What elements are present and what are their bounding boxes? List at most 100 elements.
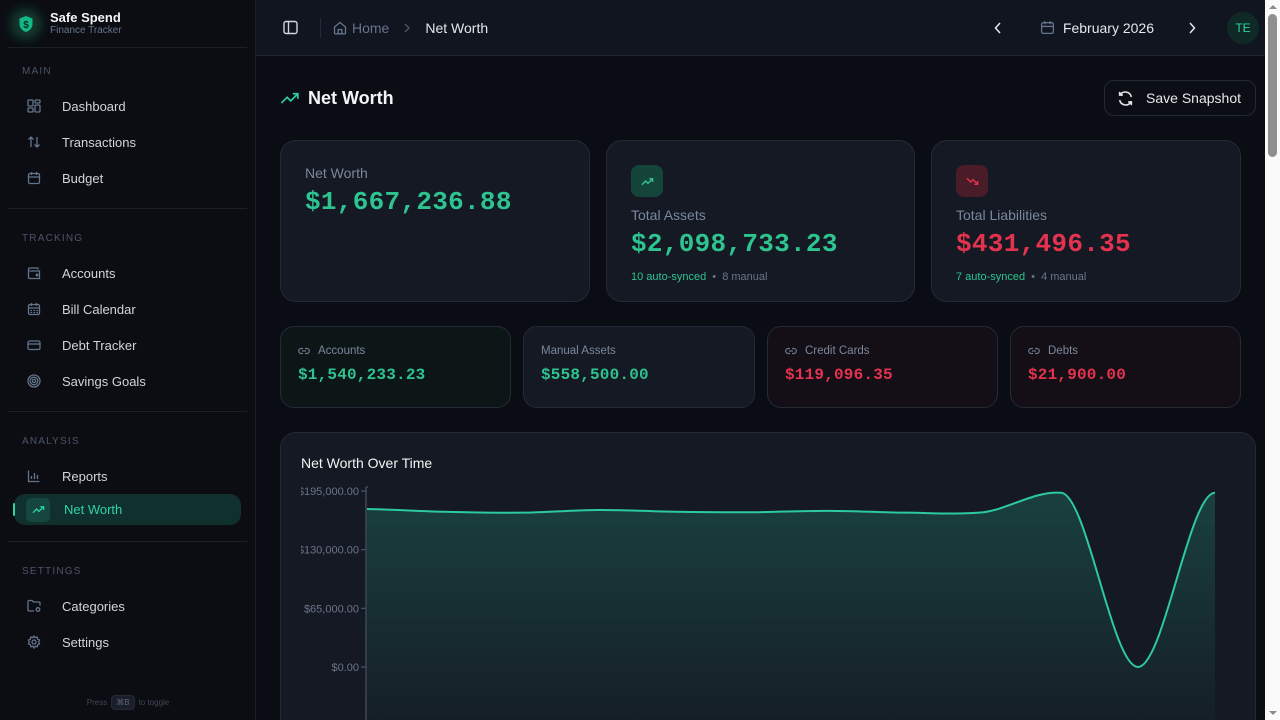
scrollbar-thumb[interactable] xyxy=(1268,14,1277,157)
auto-synced-count: 10 auto-synced xyxy=(631,271,707,283)
manual-assets-value: $558,500.00 xyxy=(541,366,649,384)
credit-cards-value: $119,096.35 xyxy=(785,366,893,384)
mini-label: Manual Assets xyxy=(541,345,737,357)
sidebar-item-label: Transactions xyxy=(62,134,136,150)
sidebar-item-savings-goals[interactable]: Savings Goals xyxy=(8,363,247,399)
chart-area-fill xyxy=(367,492,1215,720)
toggle-hint-suffix: to toggle xyxy=(138,698,170,707)
layout-grid-icon xyxy=(26,98,42,114)
sidebar-item-label: Reports xyxy=(62,468,108,484)
link-icon xyxy=(1028,347,1040,355)
scroll-up-arrow-icon[interactable] xyxy=(1269,5,1277,9)
divider xyxy=(320,17,321,38)
save-snapshot-label: Save Snapshot xyxy=(1146,90,1241,106)
sidebar-item-settings[interactable]: Settings xyxy=(8,624,247,660)
total-liabilities-card: Total Liabilities $431,496.35 7 auto-syn… xyxy=(931,140,1241,302)
nav-section-main: MAIN Dashboard Transactions Budget xyxy=(8,48,247,209)
mini-label-text: Manual Assets xyxy=(541,345,616,357)
net-worth-card: Net Worth $1,667,236.88 xyxy=(280,140,590,302)
net-worth-area-chart[interactable]: $195,000.00 $130,000.00 $65,000.00 $0.00 xyxy=(281,433,1241,720)
y-tick-label: $195,000.00 xyxy=(298,486,359,498)
svg-text:$: $ xyxy=(23,20,29,31)
sidebar-item-label: Accounts xyxy=(62,265,116,281)
sidebar-item-label: Settings xyxy=(62,634,109,650)
y-tick-label: $0.00 xyxy=(331,662,359,674)
sidebar-item-label: Categories xyxy=(62,598,125,614)
chevron-right-icon xyxy=(1189,21,1196,34)
sidebar-item-transactions[interactable]: Transactions xyxy=(8,124,247,160)
mini-label-text: Debts xyxy=(1048,345,1079,357)
credit-cards-breakdown-card: Credit Cards $119,096.35 xyxy=(767,326,998,408)
sidebar-item-label: Net Worth xyxy=(64,502,123,517)
page-title-text: Net Worth xyxy=(308,87,394,108)
main-area: Home Net Worth February 2026 xyxy=(256,0,1280,720)
chevron-right-icon xyxy=(403,23,411,33)
section-label: ANALYSIS xyxy=(22,436,80,447)
sidebar-item-label: Budget xyxy=(62,170,104,186)
sidebar-item-budget[interactable]: Budget xyxy=(8,160,247,196)
brand-subtitle: Finance Tracker xyxy=(50,25,122,36)
breadcrumb-home-link[interactable]: Home xyxy=(333,20,389,36)
sidebar-item-categories[interactable]: Categories xyxy=(8,588,247,624)
sidebar-item-net-worth[interactable]: Net Worth xyxy=(13,494,241,525)
y-tick-label: $130,000.00 xyxy=(298,545,359,557)
section-label: MAIN xyxy=(22,66,52,77)
brand[interactable]: $ Safe Spend Finance Tracker xyxy=(8,0,247,48)
mini-label-text: Credit Cards xyxy=(805,345,870,357)
current-month: February 2026 xyxy=(1062,19,1154,36)
separator: • xyxy=(1031,271,1036,283)
card-label: Total Liabilities xyxy=(956,207,1048,223)
liabilities-meta: 7 auto-synced • 4 manual xyxy=(956,271,1216,283)
panel-left-icon xyxy=(282,20,298,35)
auto-synced-count: 7 auto-synced xyxy=(956,271,1026,283)
calendar-icon xyxy=(26,170,42,186)
summary-cards: Net Worth $1,667,236.88 Total Assets $2,… xyxy=(280,140,1256,302)
user-avatar[interactable]: TE xyxy=(1227,11,1259,44)
nav-section-settings: SETTINGS Categories Settings xyxy=(0,542,255,660)
brand-name: Safe Spend xyxy=(50,10,121,25)
accounts-value: $1,540,233.23 xyxy=(298,366,426,384)
page-title: Net Worth xyxy=(280,88,394,109)
y-tick-label: $65,000.00 xyxy=(304,603,359,615)
save-snapshot-button[interactable]: Save Snapshot xyxy=(1104,80,1256,116)
total-assets-value: $2,098,733.23 xyxy=(631,229,838,259)
manual-assets-breakdown-card: Manual Assets $558,500.00 xyxy=(523,326,755,408)
breadcrumb-current: Net Worth xyxy=(425,19,489,36)
scroll-down-arrow-icon[interactable] xyxy=(1269,711,1277,715)
section-label: SETTINGS xyxy=(22,566,82,577)
total-assets-card: Total Assets $2,098,733.23 10 auto-synce… xyxy=(606,140,915,302)
sidebar-item-accounts[interactable]: Accounts xyxy=(8,255,247,291)
month-picker[interactable]: February 2026 xyxy=(1040,20,1154,36)
trending-up-icon xyxy=(280,92,299,104)
debts-breakdown-card: Debts $21,900.00 xyxy=(1010,326,1241,408)
topbar-right: February 2026 TE xyxy=(986,11,1259,44)
section-label: TRACKING xyxy=(22,233,84,244)
calendar-days-icon xyxy=(26,301,42,317)
trending-up-icon xyxy=(26,497,50,522)
topbar: Home Net Worth February 2026 xyxy=(256,0,1280,56)
assets-meta: 10 auto-synced • 8 manual xyxy=(631,271,890,283)
sidebar-item-bill-calendar[interactable]: Bill Calendar xyxy=(8,291,247,327)
accounts-breakdown-card: Accounts $1,540,233.23 xyxy=(280,326,511,408)
trending-down-icon xyxy=(956,165,988,197)
sidebar-item-debt-tracker[interactable]: Debt Tracker xyxy=(8,327,247,363)
page-content: Net Worth Save Snapshot Net Worth $1,667… xyxy=(256,56,1280,720)
link-icon xyxy=(785,347,797,355)
previous-month-button[interactable] xyxy=(986,16,1010,40)
sidebar-toggle-button[interactable] xyxy=(282,20,298,36)
page-scrollbar[interactable] xyxy=(1265,0,1280,720)
mini-label: Accounts xyxy=(298,345,493,357)
sidebar-item-dashboard[interactable]: Dashboard xyxy=(8,88,247,124)
next-month-button[interactable] xyxy=(1180,16,1204,40)
card-label: Net Worth xyxy=(305,165,368,181)
calendar-icon xyxy=(1040,21,1054,35)
manual-count: 4 manual xyxy=(1041,271,1087,283)
chart-line xyxy=(366,491,1216,669)
card-label: Total Assets xyxy=(631,207,706,223)
manual-count: 8 manual xyxy=(722,271,768,283)
target-icon xyxy=(26,373,42,389)
sidebar-item-reports[interactable]: Reports xyxy=(8,458,247,494)
refresh-icon xyxy=(1118,90,1133,106)
folder-cog-icon xyxy=(26,598,42,614)
